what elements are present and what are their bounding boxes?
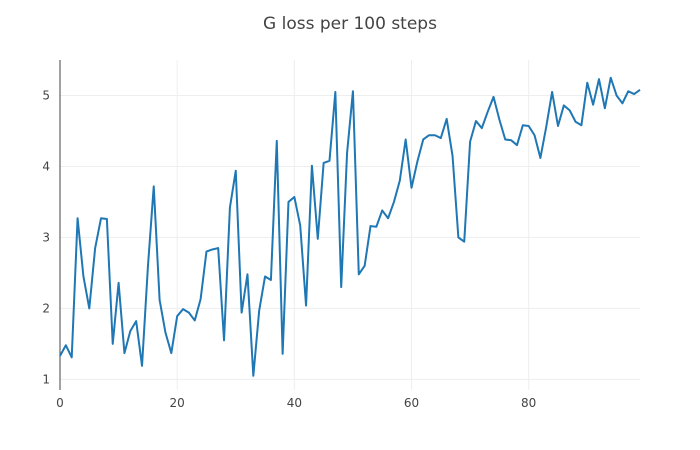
x-tick-label: 40 — [287, 396, 302, 410]
y-tick-label: 3 — [42, 230, 50, 244]
x-tick-label: 80 — [521, 396, 536, 410]
y-tick-label: 2 — [42, 301, 50, 315]
y-tick-label: 4 — [42, 159, 50, 173]
x-tick-label: 0 — [56, 396, 64, 410]
x-tick-label: 60 — [404, 396, 419, 410]
grid — [60, 60, 640, 390]
chart-title: G loss per 100 steps — [263, 14, 437, 34]
tick-labels: 0 20 40 60 80 1 2 3 4 5 — [42, 88, 536, 410]
y-tick-label: 5 — [42, 88, 50, 102]
y-tick-label: 1 — [42, 372, 50, 386]
series-layer — [59, 76, 641, 377]
series-line — [59, 76, 641, 377]
x-tick-label: 20 — [170, 396, 185, 410]
